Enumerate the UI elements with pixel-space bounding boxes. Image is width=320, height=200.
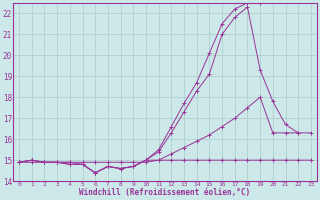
- X-axis label: Windchill (Refroidissement éolien,°C): Windchill (Refroidissement éolien,°C): [79, 188, 251, 197]
